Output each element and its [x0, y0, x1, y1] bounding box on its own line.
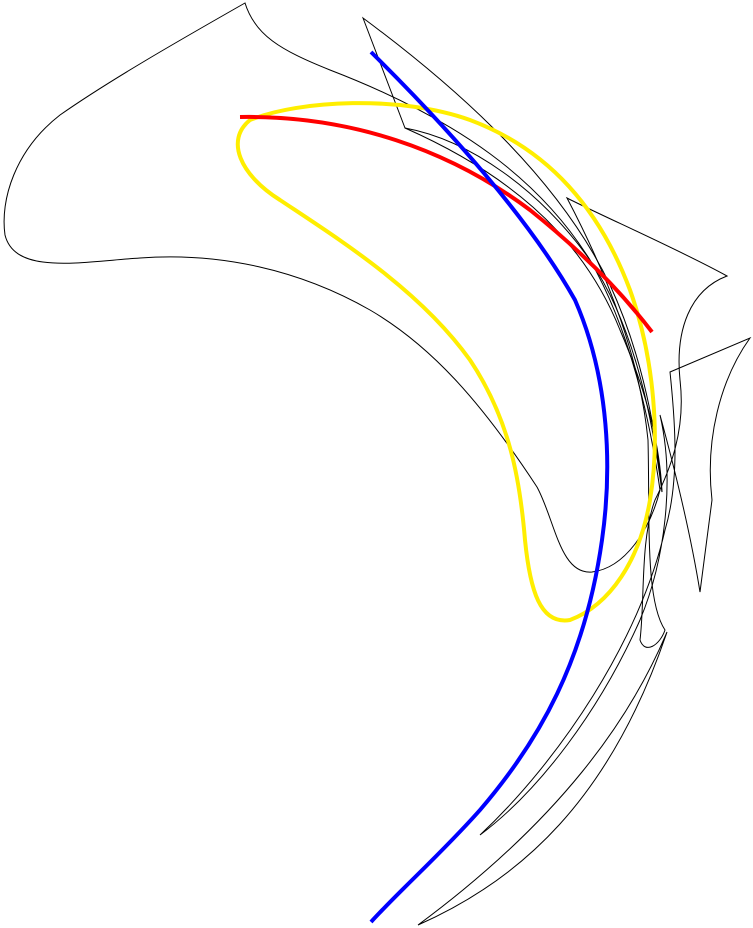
outline-far-right	[479, 336, 752, 836]
outline-bottom-tail	[417, 631, 668, 926]
outline-inner-arc	[404, 127, 663, 493]
outline-left-blob	[3, 2, 661, 573]
outline-right-wing	[565, 196, 729, 648]
yellow-curve	[235, 101, 657, 623]
red-curve	[239, 114, 654, 334]
blue-curve	[369, 50, 610, 924]
